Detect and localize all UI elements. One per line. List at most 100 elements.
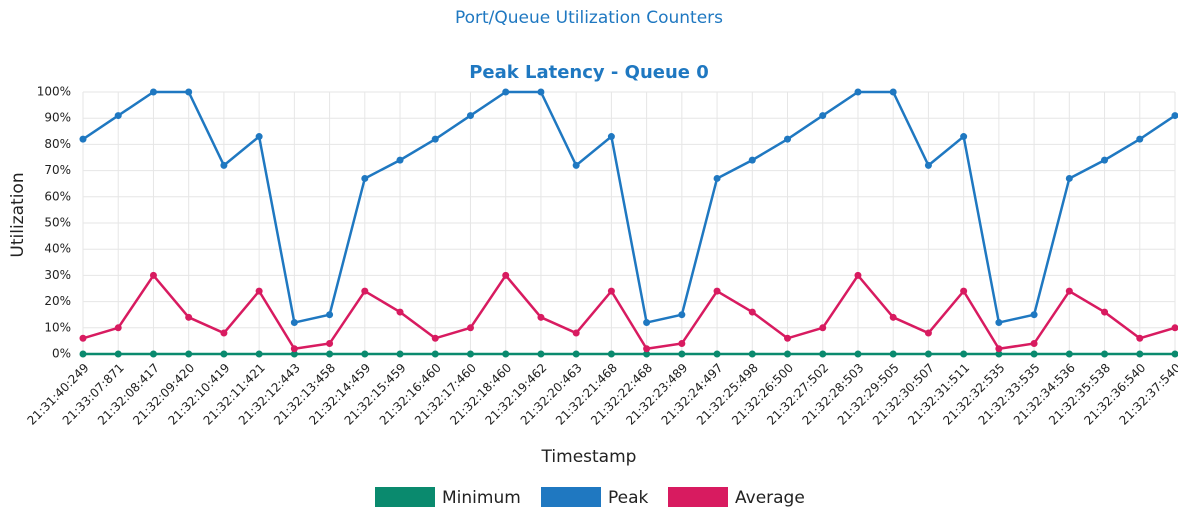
data-point — [995, 345, 1003, 353]
data-point — [185, 88, 193, 96]
data-point — [889, 313, 897, 321]
data-point — [924, 161, 932, 169]
x-tick-label: 21:32:09:420 — [130, 361, 197, 428]
y-tick-label: 50% — [44, 216, 71, 230]
data-point — [713, 350, 721, 358]
x-tick-label: 21:32:24:497 — [659, 361, 726, 428]
data-point — [537, 350, 545, 358]
x-tick-label: 21:32:28:503 — [799, 361, 866, 428]
y-tick-label: 80% — [44, 137, 71, 151]
data-point — [502, 271, 510, 279]
x-tick-label: 21:32:18:460 — [447, 361, 514, 428]
data-point — [1171, 350, 1178, 358]
x-tick-label: 21:32:27:502 — [764, 361, 831, 428]
data-point — [924, 329, 932, 337]
y-axis-label: Utilization — [8, 172, 28, 257]
data-point — [185, 313, 193, 321]
data-point — [1171, 112, 1178, 120]
data-point — [1101, 156, 1109, 164]
legend-swatch — [668, 487, 728, 507]
data-point — [819, 350, 827, 358]
x-tick-label: 21:32:15:459 — [342, 361, 409, 428]
data-point — [572, 350, 580, 358]
data-point — [326, 350, 334, 358]
data-point — [924, 350, 932, 358]
data-point — [960, 350, 968, 358]
data-point — [678, 340, 686, 348]
x-tick-label: 21:32:23:489 — [623, 361, 690, 428]
data-point — [1136, 135, 1144, 143]
data-point — [396, 308, 404, 316]
data-point — [643, 319, 651, 327]
data-point — [572, 329, 580, 337]
x-tick-label: 21:32:35:538 — [1046, 361, 1113, 428]
legend-swatch — [541, 487, 601, 507]
x-tick-label: 21:32:08:417 — [95, 361, 162, 428]
y-tick-label: 30% — [44, 268, 71, 282]
data-point — [79, 135, 87, 143]
y-tick-label: 40% — [44, 242, 71, 256]
x-tick-label: 21:32:13:458 — [271, 361, 338, 428]
data-point — [713, 287, 721, 295]
data-point — [255, 350, 263, 358]
data-point — [784, 350, 792, 358]
data-point — [995, 319, 1003, 327]
data-point — [290, 350, 298, 358]
data-point — [537, 88, 545, 96]
x-tick-label: 21:32:26:500 — [729, 361, 796, 428]
y-tick-label: 70% — [44, 163, 71, 177]
data-point — [854, 271, 862, 279]
x-tick-label: 21:32:29:505 — [835, 361, 902, 428]
data-point — [819, 112, 827, 120]
x-tick-label: 21:32:16:460 — [377, 361, 444, 428]
data-point — [431, 135, 439, 143]
data-point — [220, 350, 228, 358]
x-tick-label: 21:32:21:468 — [553, 361, 620, 428]
data-point — [361, 350, 369, 358]
page-title: Port/Queue Utilization Counters — [455, 8, 723, 28]
data-point — [79, 334, 87, 342]
x-tick-label: 21:32:10:419 — [165, 361, 232, 428]
data-point — [502, 88, 510, 96]
x-tick-label: 21:32:12:443 — [236, 361, 303, 428]
series-line — [82, 273, 1176, 351]
data-point — [678, 311, 686, 319]
x-tick-label: 21:31:40:249 — [25, 361, 92, 428]
data-point — [1030, 350, 1038, 358]
data-point — [1065, 350, 1073, 358]
data-point — [185, 350, 193, 358]
data-point — [466, 350, 474, 358]
series-line — [82, 90, 1176, 325]
legend-label: Peak — [608, 488, 649, 508]
data-point — [220, 329, 228, 337]
y-tick-label: 100% — [37, 85, 71, 99]
x-tick-label: 21:32:33:535 — [976, 361, 1043, 428]
data-point — [466, 324, 474, 332]
data-point — [889, 88, 897, 96]
x-tick-label: 21:32:11:421 — [201, 361, 268, 428]
data-point — [995, 350, 1003, 358]
data-point — [1171, 324, 1178, 332]
data-point — [819, 324, 827, 332]
data-point — [643, 345, 651, 353]
data-point — [748, 156, 756, 164]
data-point — [114, 350, 122, 358]
data-point — [784, 334, 792, 342]
data-point — [1065, 287, 1073, 295]
data-point — [854, 88, 862, 96]
y-tick-label: 20% — [44, 294, 71, 308]
data-point — [326, 311, 334, 319]
data-point — [1136, 350, 1144, 358]
x-tick-label: 21:32:30:507 — [870, 361, 937, 428]
data-point — [290, 345, 298, 353]
data-point — [396, 156, 404, 164]
data-point — [1030, 311, 1038, 319]
data-point — [713, 174, 721, 182]
data-point — [396, 350, 404, 358]
data-point — [854, 350, 862, 358]
data-point — [960, 133, 968, 141]
x-axis-label: Timestamp — [541, 447, 637, 467]
data-point — [607, 133, 615, 141]
x-tick-label: 21:32:34:536 — [1011, 361, 1078, 428]
